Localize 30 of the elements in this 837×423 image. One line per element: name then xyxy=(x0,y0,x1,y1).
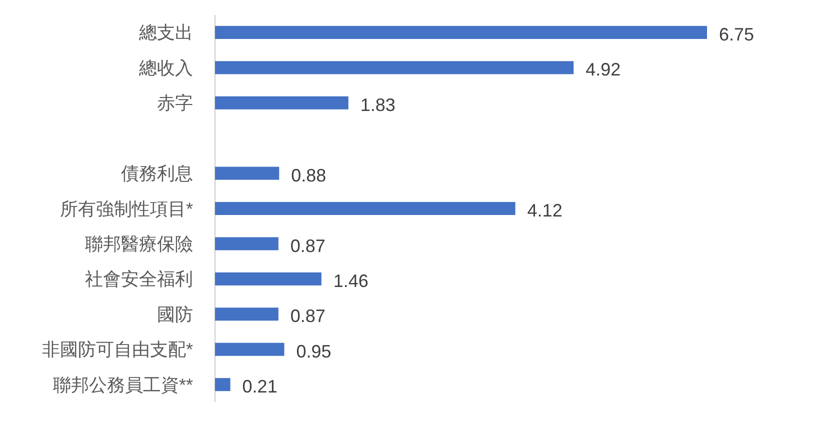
data-label: 0.88 xyxy=(291,165,326,186)
data-label: 4.12 xyxy=(527,200,562,221)
data-label: 0.21 xyxy=(242,376,278,397)
y-tick-label: 總支出 xyxy=(138,22,193,43)
data-label: 0.87 xyxy=(290,306,326,326)
y-tick-label: 總收入 xyxy=(138,58,193,78)
y-tick-label: 社會安全福利 xyxy=(85,269,193,290)
bar xyxy=(215,308,278,321)
bar xyxy=(215,202,516,216)
data-label: 1.83 xyxy=(360,94,396,115)
bar xyxy=(215,61,574,74)
data-label: 1.46 xyxy=(333,271,368,292)
y-tick-label: 聯邦公務員工資** xyxy=(52,374,193,395)
data-label: 4.92 xyxy=(586,60,621,80)
y-tick-label: 國防 xyxy=(157,304,193,324)
bar xyxy=(215,378,230,392)
bar xyxy=(215,342,284,356)
y-tick-label: 非國防可自由支配* xyxy=(42,340,193,360)
data-label: 0.95 xyxy=(296,341,332,362)
y-tick-label: 債務利息 xyxy=(121,164,193,184)
data-label: 6.75 xyxy=(719,24,754,45)
bar xyxy=(215,166,280,180)
bar xyxy=(215,26,707,39)
bar xyxy=(215,237,278,250)
bar xyxy=(215,96,348,110)
y-tick-label: 所有強制性項目* xyxy=(60,198,193,219)
y-tick-label: 赤字 xyxy=(157,93,193,114)
data-label: 0.87 xyxy=(290,236,326,256)
bar xyxy=(215,272,322,286)
y-tick-label: 聯邦醫療保險 xyxy=(85,234,193,254)
